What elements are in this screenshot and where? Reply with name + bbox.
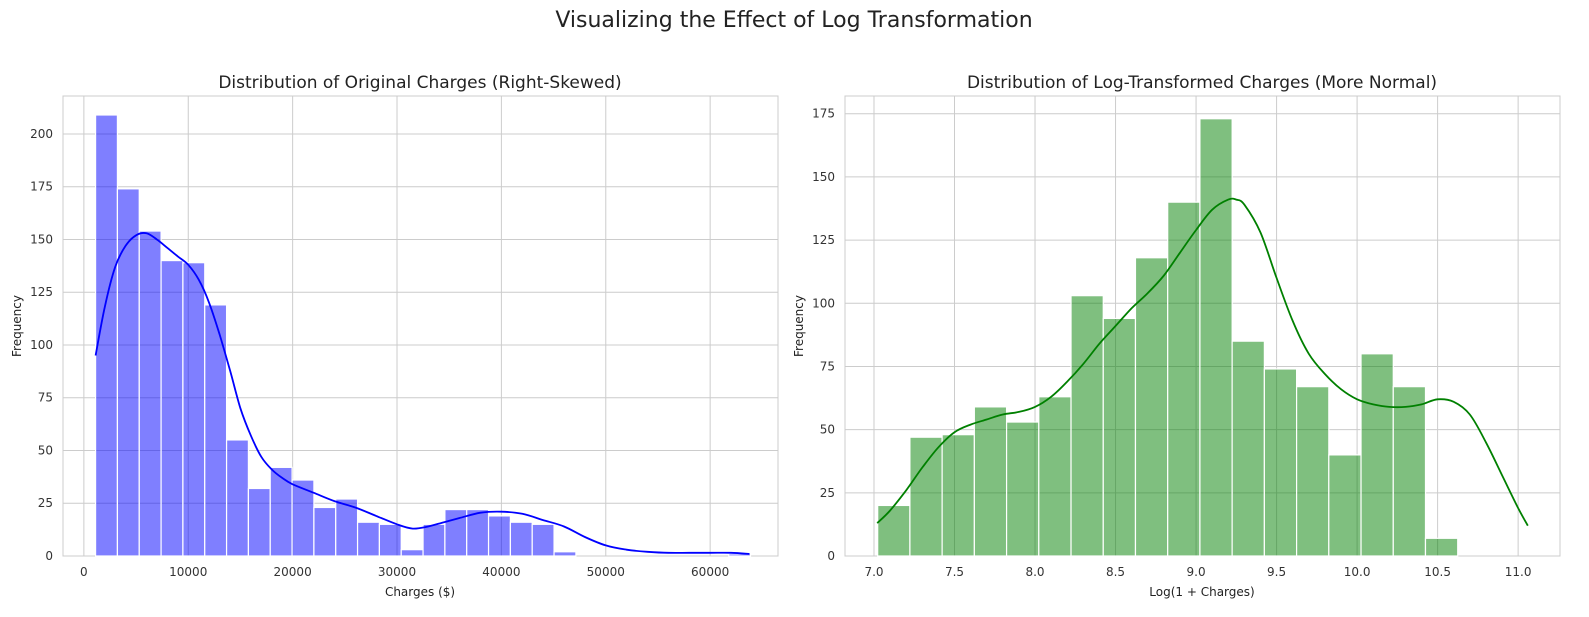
x-tick-label-original-1: 10000	[169, 565, 207, 579]
y-tick-label-original-6: 150	[30, 232, 53, 246]
histogram-bar-original-14	[400, 549, 424, 557]
y-tick-label-log-4: 100	[812, 296, 835, 310]
x-tick-label-log-5: 9.5	[1267, 565, 1286, 579]
bars-log	[877, 118, 1459, 557]
x-tick-label-original-5: 50000	[587, 565, 625, 579]
x-tick-label-log-4: 9.0	[1187, 565, 1206, 579]
x-axis-label-original: Charges ($)	[385, 585, 455, 599]
chart-title-original: Distribution of Original Charges (Right-…	[218, 73, 621, 93]
y-tick-label-original-2: 50	[38, 443, 53, 457]
y-ticks-original: 0 25 50 75 100 125 150 175 200	[30, 127, 53, 563]
histogram-bar-original-19	[509, 521, 533, 557]
y-tick-label-log-6: 150	[812, 170, 835, 184]
histogram-bar-original-2	[138, 230, 162, 557]
y-tick-label-log-3: 75	[820, 359, 835, 373]
histogram-bar-log-11	[1231, 340, 1265, 557]
histogram-bar-log-14	[1328, 454, 1362, 557]
histogram-bar-log-5	[1038, 396, 1072, 557]
x-ticks-original: 0 10000 20000 30000 40000 50000 60000	[80, 565, 729, 579]
chart-title-log: Distribution of Log-Transformed Charges …	[967, 73, 1437, 93]
histogram-bar-original-3	[160, 259, 184, 557]
x-tick-label-log-0: 7.0	[864, 565, 883, 579]
y-tick-label-log-5: 125	[812, 233, 835, 247]
histogram-bar-original-18	[487, 515, 511, 557]
y-tick-label-original-1: 25	[38, 496, 53, 510]
histogram-bar-log-6	[1070, 295, 1104, 557]
histogram-bar-original-4	[182, 262, 206, 557]
histogram-bar-original-15	[422, 523, 446, 557]
x-tick-label-log-7: 10.5	[1424, 565, 1451, 579]
y-tick-label-original-5: 125	[30, 285, 53, 299]
kde-original	[94, 232, 750, 555]
x-tick-label-original-0: 0	[80, 565, 88, 579]
chart-original-charges: 0 10000 20000 30000 40000 50000 60000 0 25 50 75 1…	[10, 73, 779, 599]
histogram-bar-log-4	[1005, 421, 1040, 557]
histogram-bar-original-20	[531, 523, 555, 557]
histogram-bar-log-1	[909, 436, 943, 557]
kde-line-log	[876, 197, 1529, 527]
y-axis-label-original: Frequency	[10, 295, 24, 357]
histogram-bar-original-10	[313, 506, 337, 557]
histogram-bar-log-16	[1392, 386, 1427, 557]
x-axis-label-log: Log(1 + Charges)	[1149, 585, 1254, 599]
y-tick-label-log-2: 50	[820, 423, 835, 437]
histogram-bar-log-3	[973, 406, 1008, 557]
histogram-bar-original-21	[553, 551, 577, 557]
kde-log	[876, 197, 1529, 527]
histogram-bar-log-13	[1295, 386, 1330, 557]
histogram-bar-original-8	[269, 466, 293, 557]
histogram-bar-log-17	[1424, 537, 1459, 557]
histogram-bar-original-6	[225, 439, 250, 557]
y-tick-label-log-1: 25	[820, 486, 835, 500]
x-tick-label-original-6: 60000	[691, 565, 729, 579]
histogram-bar-original-5	[204, 304, 228, 557]
histogram-bar-log-15	[1360, 353, 1394, 557]
y-tick-label-original-7: 175	[30, 180, 53, 194]
x-tick-label-original-2: 20000	[274, 565, 312, 579]
histogram-bar-log-12	[1263, 368, 1298, 557]
chart-log-charges: 7.0 7.5 8.0 8.5 9.0 9.5 10.0 10.5 11.0 0 25 50 75 10…	[792, 73, 1561, 599]
histogram-bar-original-12	[356, 521, 380, 557]
x-tick-label-original-3: 30000	[378, 565, 416, 579]
histogram-bar-log-10	[1199, 118, 1233, 557]
y-axis-label-log: Frequency	[792, 295, 806, 357]
histogram-bar-original-7	[247, 487, 271, 557]
x-ticks-log: 7.0 7.5 8.0 8.5 9.0 9.5 10.0 10.5 11.0	[864, 565, 1531, 579]
y-tick-label-original-4: 100	[30, 338, 53, 352]
figure-suptitle: Visualizing the Effect of Log Transforma…	[555, 8, 1032, 33]
y-tick-label-original-8: 200	[30, 127, 53, 141]
y-tick-label-original-0: 0	[45, 549, 53, 563]
kde-line-original	[94, 232, 750, 555]
histogram-bar-log-2	[941, 434, 975, 557]
histogram-bar-log-7	[1102, 317, 1137, 557]
x-tick-label-log-6: 10.0	[1344, 565, 1371, 579]
bars-original	[94, 114, 752, 557]
y-tick-label-log-7: 175	[812, 107, 835, 121]
x-tick-label-log-8: 11.0	[1505, 565, 1532, 579]
histogram-bar-original-17	[466, 508, 490, 557]
x-tick-label-log-3: 8.5	[1106, 565, 1125, 579]
histogram-bar-log-8	[1134, 257, 1169, 557]
histogram-bar-original-1	[116, 188, 140, 557]
x-tick-label-log-2: 8.0	[1025, 565, 1044, 579]
y-ticks-log: 0 25 50 75 100 125 150 175	[812, 107, 835, 563]
y-tick-label-log-0: 0	[827, 549, 835, 563]
histogram-bar-original-13	[378, 523, 402, 557]
y-tick-label-original-3: 75	[38, 391, 53, 405]
x-tick-label-log-1: 7.5	[945, 565, 964, 579]
histogram-bar-log-0	[877, 504, 911, 557]
histogram-bar-log-9	[1167, 201, 1201, 557]
x-tick-label-original-4: 40000	[482, 565, 520, 579]
